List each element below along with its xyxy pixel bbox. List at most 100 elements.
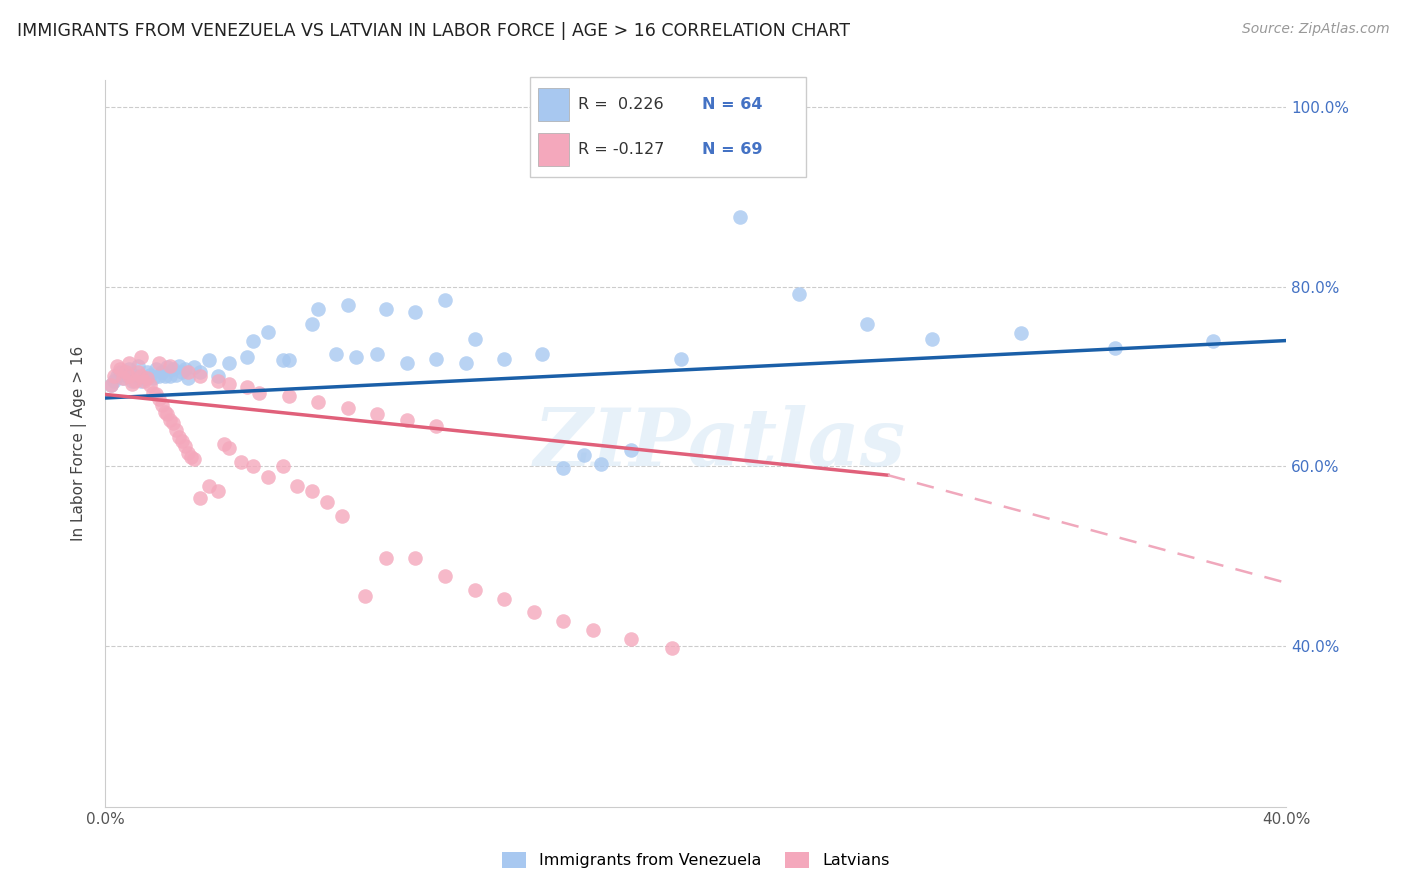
Point <box>218 376 240 391</box>
Point <box>172 365 194 379</box>
Point <box>366 407 388 421</box>
Point <box>257 470 280 484</box>
Point <box>218 442 240 456</box>
Point <box>159 412 181 426</box>
FancyBboxPatch shape <box>530 77 806 178</box>
Point <box>124 369 146 384</box>
Point <box>236 380 259 394</box>
Point <box>188 491 211 505</box>
Point <box>103 369 125 384</box>
Point <box>346 350 368 364</box>
Text: Source: ZipAtlas.com: Source: ZipAtlas.com <box>1241 22 1389 37</box>
Point <box>105 369 128 384</box>
Point <box>405 305 427 319</box>
Point <box>129 374 152 388</box>
Point <box>271 459 294 474</box>
Legend: Immigrants from Venezuela, Latvians: Immigrants from Venezuela, Latvians <box>502 852 890 868</box>
Point <box>156 407 179 421</box>
Point <box>115 368 138 382</box>
Point <box>177 371 200 385</box>
Point <box>464 583 486 598</box>
Point <box>425 418 447 433</box>
Point <box>336 298 359 312</box>
Point <box>787 286 810 301</box>
Point <box>145 362 167 376</box>
Point <box>112 371 135 385</box>
Point <box>366 347 388 361</box>
Point <box>124 374 146 388</box>
Point <box>118 369 141 384</box>
Point <box>183 360 205 375</box>
Point <box>127 359 149 373</box>
Point <box>492 351 515 366</box>
Point <box>661 640 683 655</box>
Point <box>112 371 135 385</box>
Point <box>159 369 181 384</box>
Point <box>138 378 162 392</box>
Point <box>236 350 259 364</box>
Point <box>336 401 359 415</box>
Point <box>132 371 155 385</box>
Point <box>523 605 546 619</box>
Point <box>135 365 157 379</box>
Point <box>207 369 229 384</box>
Point <box>730 210 752 224</box>
Point <box>100 378 122 392</box>
Point <box>354 590 377 604</box>
Point <box>207 484 229 499</box>
Point <box>148 356 170 370</box>
Point <box>374 550 398 565</box>
Point <box>159 359 181 373</box>
Point <box>177 446 200 460</box>
Point <box>138 368 162 382</box>
Point <box>395 356 418 370</box>
Point <box>1104 341 1126 355</box>
Point <box>620 632 643 646</box>
Point <box>169 430 191 444</box>
Point <box>188 365 211 379</box>
Point <box>100 378 122 392</box>
Text: R =  0.226: R = 0.226 <box>578 97 664 112</box>
Point <box>231 455 253 469</box>
Text: N = 69: N = 69 <box>702 142 762 157</box>
Point <box>921 332 943 346</box>
Point <box>330 508 353 523</box>
Point <box>174 440 197 454</box>
Point <box>301 484 323 499</box>
Point <box>1010 326 1032 341</box>
Point <box>856 318 879 332</box>
Point <box>153 405 176 419</box>
Point <box>105 359 128 373</box>
Point <box>172 434 194 448</box>
Point <box>242 459 264 474</box>
Point <box>177 365 200 379</box>
Point <box>162 416 184 430</box>
Point <box>197 479 219 493</box>
Point <box>150 365 173 379</box>
Point <box>148 369 170 384</box>
Point <box>121 374 143 388</box>
Point <box>153 369 176 384</box>
Point <box>129 369 152 384</box>
Point <box>212 437 235 451</box>
Point <box>1201 334 1223 348</box>
Text: R = -0.127: R = -0.127 <box>578 142 664 157</box>
Point <box>129 350 152 364</box>
Point <box>188 369 211 384</box>
Point <box>183 452 205 467</box>
Point <box>620 443 643 458</box>
Point <box>307 394 329 409</box>
Point <box>150 398 173 412</box>
Point <box>197 353 219 368</box>
Point <box>115 365 138 379</box>
Point <box>287 479 309 493</box>
Point <box>247 385 270 400</box>
Point <box>142 371 165 385</box>
Point <box>118 356 141 370</box>
Point <box>405 550 427 565</box>
Point <box>433 568 456 582</box>
Point <box>257 325 280 339</box>
Point <box>531 347 554 361</box>
Point <box>374 302 398 317</box>
Point <box>121 376 143 391</box>
